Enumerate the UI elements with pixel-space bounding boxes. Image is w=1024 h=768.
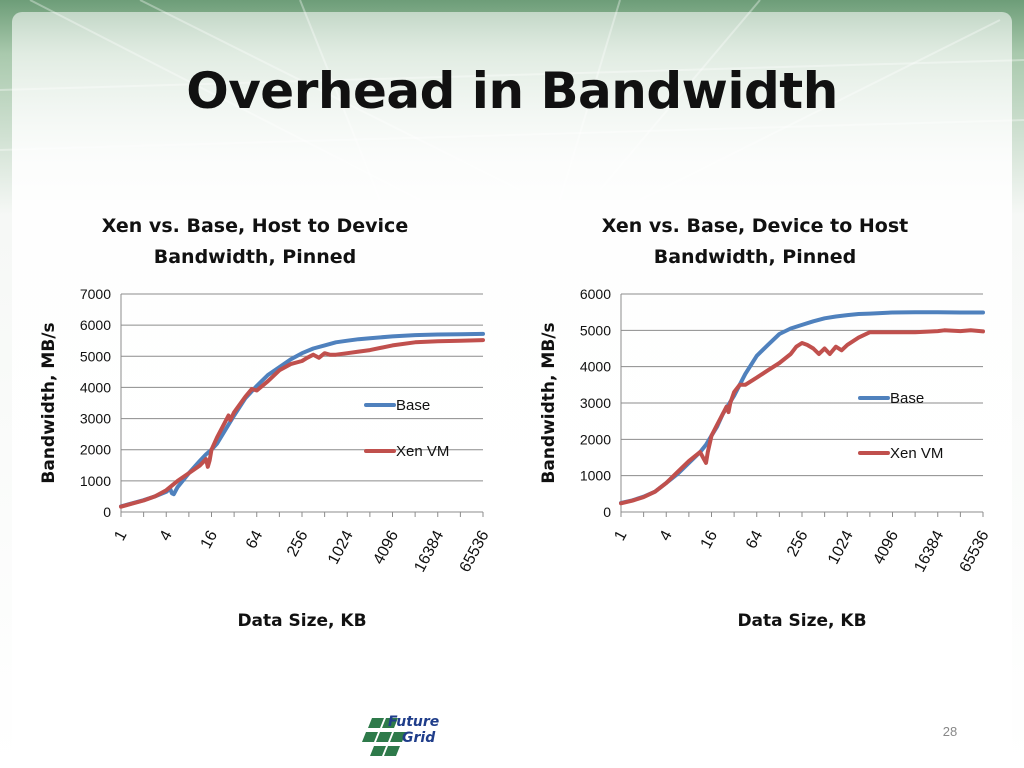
x-tick-label: 16 bbox=[198, 528, 221, 552]
series-line-1 bbox=[619, 328, 985, 506]
chart-title: Xen vs. Base, Host to Device Bandwidth, … bbox=[5, 211, 505, 273]
chart-device-to-host: 0 1000 2000 3000 4000 5000 6000 1 4 16 64 256 1024 40… bbox=[505, 205, 1005, 645]
x-tick-label: 64 bbox=[243, 528, 266, 552]
chart-title-line-2: Bandwidth, Pinned bbox=[153, 246, 357, 268]
x-tick-label: 256 bbox=[784, 528, 812, 560]
x-axis-title: Data Size, KB bbox=[237, 611, 366, 631]
grid-logo-icon: Future Grid bbox=[362, 714, 439, 756]
y-tick-label: 0 bbox=[603, 504, 611, 520]
y-tick-label: 4000 bbox=[80, 379, 111, 395]
logo-text-line-2: Grid bbox=[402, 730, 436, 746]
x-tick-label: 4096 bbox=[370, 528, 402, 567]
y-axis-title: Bandwidth, MB/s bbox=[539, 322, 559, 483]
y-tick-label: 5000 bbox=[580, 322, 611, 338]
y-tick-label: 6000 bbox=[80, 317, 111, 333]
y-tick-label: 1000 bbox=[80, 473, 111, 489]
y-tick-label: 4000 bbox=[580, 359, 611, 375]
series-line-1 bbox=[119, 338, 485, 509]
y-tick-label: 1000 bbox=[580, 468, 611, 484]
chart-canvas: 0 1000 2000 3000 4000 5000 6000 1 4 16 64 256 1024 40… bbox=[539, 286, 993, 631]
x-tick-label: 256 bbox=[284, 528, 312, 560]
x-tick-label: 1024 bbox=[825, 528, 857, 567]
y-axis-title: Bandwidth, MB/s bbox=[39, 322, 59, 483]
x-tick-label: 1024 bbox=[325, 528, 357, 567]
x-tick-label: 4 bbox=[657, 528, 676, 544]
futuregrid-logo: Future Grid bbox=[362, 708, 452, 765]
x-tick-label: 65536 bbox=[957, 528, 993, 575]
x-tick-label: 4096 bbox=[870, 528, 902, 567]
y-tick-label: 3000 bbox=[580, 395, 611, 411]
x-tick-label: 64 bbox=[743, 528, 766, 552]
slide-title: Overhead in Bandwidth bbox=[186, 62, 838, 120]
legend-label: Xen VM bbox=[890, 445, 943, 462]
x-tick-label: 16384 bbox=[411, 528, 447, 575]
y-tick-label: 7000 bbox=[80, 286, 111, 302]
y-tick-label: 0 bbox=[103, 504, 111, 520]
chart-title-line-1: Xen vs. Base, Host to Device bbox=[101, 215, 409, 237]
x-tick-label: 1 bbox=[611, 528, 630, 544]
y-tick-label: 5000 bbox=[80, 348, 111, 364]
chart-host-to-device: 0 1000 2000 3000 4000 5000 6000 7000 1 4 16 64 256 10… bbox=[5, 205, 505, 645]
x-tick-label: 16 bbox=[698, 528, 721, 552]
y-tick-label: 2000 bbox=[580, 431, 611, 447]
chart-canvas: 0 1000 2000 3000 4000 5000 6000 7000 1 4 16 64 256 10… bbox=[39, 286, 493, 631]
legend-label: Base bbox=[890, 390, 924, 407]
y-tick-label: 3000 bbox=[80, 411, 111, 427]
x-tick-label: 1 bbox=[111, 528, 130, 544]
chart-title: Xen vs. Base, Device to Host Bandwidth, … bbox=[505, 211, 1005, 273]
x-tick-label: 16384 bbox=[911, 528, 947, 575]
x-tick-label: 65536 bbox=[457, 528, 493, 575]
page-number: 28 bbox=[942, 724, 958, 739]
y-tick-label: 6000 bbox=[580, 286, 611, 302]
y-tick-label: 2000 bbox=[80, 442, 111, 458]
chart-title-line-1: Xen vs. Base, Device to Host bbox=[601, 215, 909, 237]
chart-title-line-2: Bandwidth, Pinned bbox=[653, 246, 857, 268]
x-axis-title: Data Size, KB bbox=[737, 611, 866, 631]
legend-label: Base bbox=[396, 397, 430, 414]
logo-text-line-1: Future bbox=[388, 714, 439, 730]
x-tick-label: 4 bbox=[157, 528, 176, 544]
legend-label: Xen VM bbox=[396, 443, 449, 460]
